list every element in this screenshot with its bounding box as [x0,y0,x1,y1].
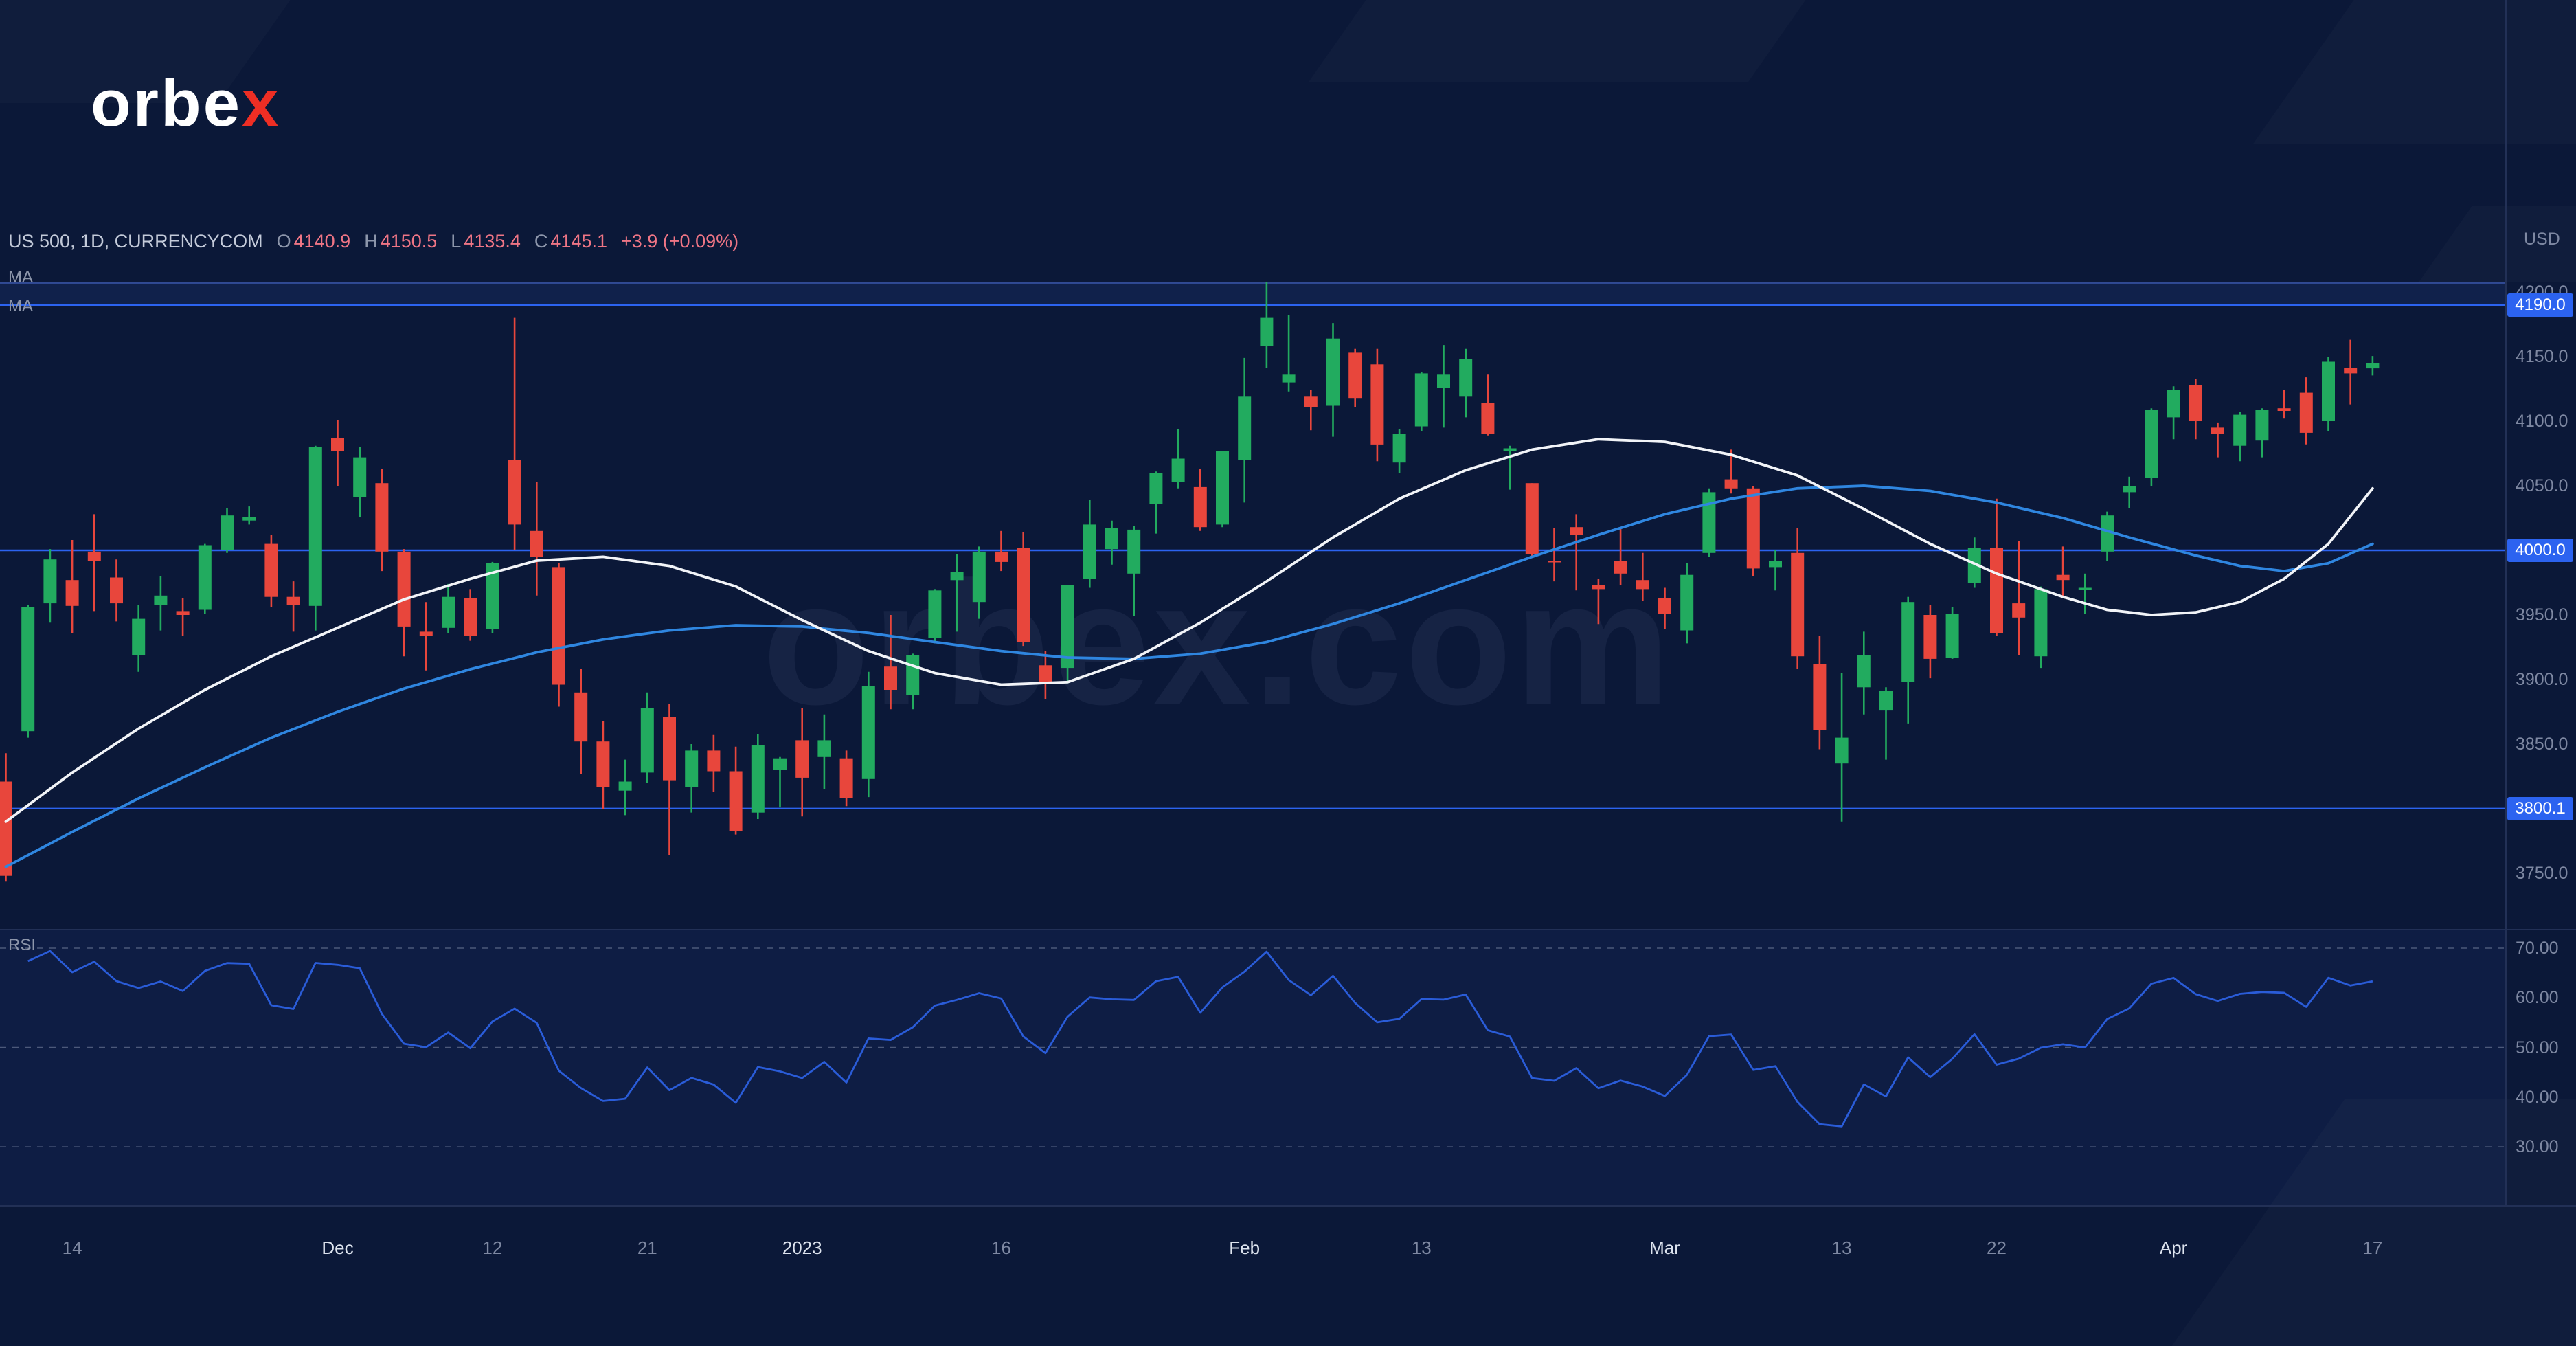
brand-logo-text: orbe [91,67,242,140]
symbol-title[interactable]: US 500, 1D, CURRENCYCOM [8,231,263,251]
time-axis-label-17: 17 [2362,1237,2383,1258]
time-axis-label-22: 22 [1987,1237,2007,1258]
time-axis-label-13: 13 [1411,1237,1432,1258]
ma-indicator-legend-2[interactable]: MA [8,297,33,315]
time-axis-label-13: 13 [1831,1237,1852,1258]
brand-logo-accent: x [242,67,281,140]
ohlc-close: C 4145.1 [534,231,607,251]
price-axis-tick-3750.0: 3750.0 [2516,864,2568,883]
time-axis-label-Apr: Apr [2159,1237,2188,1258]
ohlc-open: O 4140.9 [276,231,351,251]
brand-logo: orbex [91,66,280,142]
ma-slow-line[interactable] [4,484,2374,868]
up-candles [21,282,2380,822]
price-level-label-3800.1[interactable]: 3800.1 [2507,796,2573,820]
time-axis-label-Feb: Feb [1229,1237,1261,1258]
change-value: +3.9 (+0.09%) [621,231,739,251]
price-level-label-4190.0[interactable]: 4190.0 [2507,293,2573,317]
currency-unit-label: USD [2524,229,2560,249]
ohlc-high: H 4150.5 [364,231,438,251]
price-axis-tick-4050.0: 4050.0 [2516,476,2568,495]
time-axis-label-12: 12 [482,1237,503,1258]
ma-indicator-legend-1[interactable]: MA [8,268,33,287]
rsi-axis-tick-60.00: 60.00 [2516,988,2559,1008]
time-axis-label-21: 21 [637,1237,657,1258]
rsi-axis-tick-40.00: 40.00 [2516,1087,2559,1107]
time-axis-label-14: 14 [62,1237,82,1258]
price-axis[interactable]: USD 4200.0 4150.0 4100.0 4050.0 3950.0 3900.0… [2506,0,2576,1213]
price-axis-tick-3850.0: 3850.0 [2516,734,2568,754]
price-axis-tick-3950.0: 3950.0 [2516,605,2568,625]
price-level-label-4000.0[interactable]: 4000.0 [2507,539,2573,562]
time-axis-label-2023: 2023 [782,1237,822,1258]
price-axis-tick-4100.0: 4100.0 [2516,412,2568,431]
price-axis-tick-3900.0: 3900.0 [2516,670,2568,689]
resistance-zone[interactable] [0,282,2506,305]
symbol-legend[interactable]: US 500, 1D, CURRENCYCOM O 4140.9 H 4150.5 … [8,231,738,252]
rsi-axis-tick-30.00: 30.00 [2516,1137,2559,1157]
rsi-axis-tick-50.00: 50.00 [2516,1037,2559,1057]
price-axis-tick-4150.0: 4150.0 [2516,347,2568,366]
down-candles [0,317,2358,882]
watermark: orbex.com [762,546,1673,741]
rsi-line[interactable] [27,950,2373,1128]
time-axis-label-Mar: Mar [1649,1237,1680,1258]
rsi-indicator-legend[interactable]: RSI [8,936,36,954]
time-axis-label-16: 16 [991,1237,1011,1258]
rsi-axis-tick-70.00: 70.00 [2516,939,2559,958]
rsi-pane-background [0,930,2506,1206]
ohlc-low: L 4135.4 [451,231,521,251]
time-axis[interactable]: 14 Dec 12 21 2023 16 Feb 13 Mar 13 22 Apr 17 [0,1213,2576,1346]
ma-fast-line[interactable] [4,438,2374,823]
time-axis-label-Dec: Dec [321,1237,354,1258]
